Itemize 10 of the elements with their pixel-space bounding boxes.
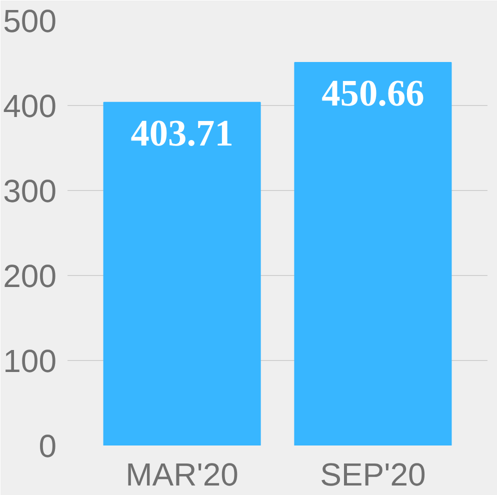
x-tick-label: SEP'20	[320, 456, 426, 492]
y-tick-label: 0	[38, 428, 56, 464]
data-label: 450.66	[322, 73, 424, 114]
y-tick-label: 400	[3, 88, 56, 124]
x-tick-label: MAR'20	[126, 456, 238, 492]
data-label: 403.71	[130, 113, 234, 154]
y-tick-label: 200	[3, 258, 56, 294]
y-tick-label: 500	[3, 3, 56, 39]
y-tick-label: 100	[3, 343, 56, 379]
y-tick-label: 300	[3, 173, 56, 209]
